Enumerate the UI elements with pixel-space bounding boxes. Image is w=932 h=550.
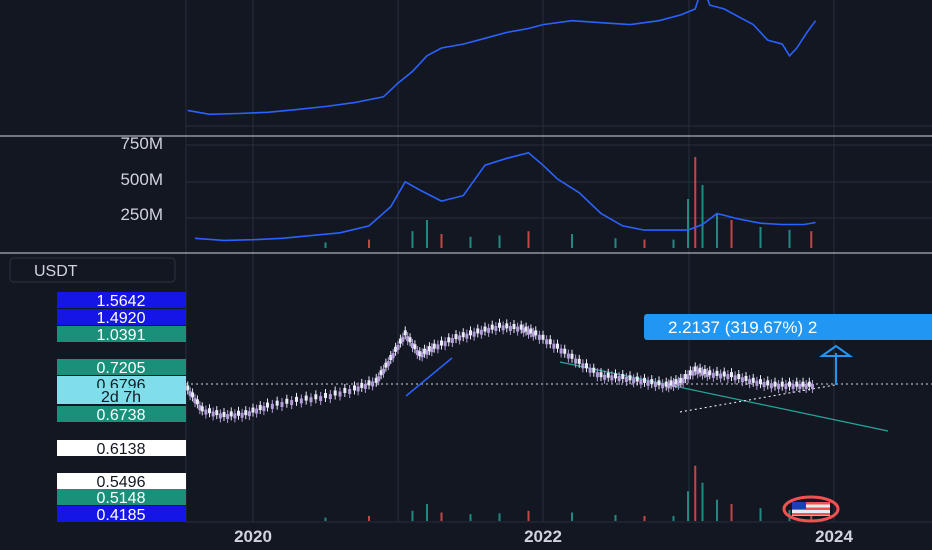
volume-bar [788,229,791,248]
volume-bar [411,231,414,248]
volume-bar [716,499,718,521]
projection-arrow-icon [818,344,854,357]
volume-bar [643,239,646,248]
volume-bar [440,512,443,521]
volume-bar [527,231,530,248]
price-label: 0.7205 [97,360,146,377]
volume-bar [571,512,573,521]
volume-bar [324,242,327,248]
volume-bar [810,231,813,248]
x-tick-2022: 2022 [524,527,562,546]
volume-tick-750m: 750M [120,134,163,153]
volume-bar [672,515,675,521]
measure-callout-text: 2.2137 (319.67%) 2 [668,318,817,337]
volume-bar [759,508,762,521]
volume-bar [701,185,704,248]
volume-tick-500m: 500M [120,170,163,189]
volume-bar [368,239,370,248]
volume-bar [687,199,689,248]
volume-bar [411,510,414,521]
price-label: 0.5496 [97,474,146,491]
price-label-box [57,406,186,422]
volume-bar [614,238,617,248]
volume-bar [527,510,530,521]
volume-tick-250m: 250M [120,205,163,224]
volume-bar [571,234,573,248]
volume-bar [426,504,428,521]
price-label-box [57,489,186,505]
volume-bar [498,513,501,521]
volume-bars [324,157,813,248]
price-label: 1.5642 [97,293,146,310]
volume-bar [687,491,689,521]
price-label-box [57,292,186,308]
volume-bar [469,514,472,521]
indicator-pane[interactable] [187,0,817,116]
candlesticks [186,318,814,424]
us-flag-icon[interactable] [782,495,840,523]
price-label-box [57,473,186,489]
volume-bar [694,465,697,521]
price-label-box [57,506,186,522]
volume-pane[interactable]: 750M 500M 250M [120,134,816,248]
x-tick-2024: 2024 [815,527,853,546]
price-label: 1.0391 [97,327,146,344]
price-label: 1.4920 [97,310,146,327]
price-label-box [57,388,186,404]
volume-bar [730,220,733,248]
volume-bar [614,515,617,521]
price-label: 2d 7h [101,389,141,406]
price-label-box [57,359,186,375]
rally-trendline[interactable] [405,357,453,397]
price-label: 0.6138 [97,441,146,458]
indicator-line [187,0,817,116]
volume-bar [672,239,675,248]
main-pane[interactable]: 2.2137 (319.67%) 2 [186,314,932,523]
symbol-label: USDT [34,263,78,280]
price-label-box [57,326,186,342]
main-volume-bars [324,465,813,521]
price-label: 0.5148 [97,490,146,507]
volume-bar [701,482,704,521]
volume-bar [440,234,443,248]
symbol-box[interactable] [9,257,176,283]
volume-bar [730,504,733,521]
volume-bar [694,157,697,248]
price-label-box [57,440,186,456]
volume-ma-line [194,151,816,242]
volume-bar [498,235,501,248]
volume-bar [469,236,472,248]
volume-bar [324,517,327,521]
volume-bar [368,515,370,521]
volume-bar [426,220,428,248]
price-label: 0.6738 [97,407,146,424]
price-label-box [57,309,186,325]
x-tick-2020: 2020 [234,527,272,546]
measure-callout[interactable] [644,314,932,340]
volume-bar [716,213,718,248]
volume-bar [643,515,646,521]
price-label: 0.4185 [97,507,146,524]
volume-bar [759,227,762,248]
